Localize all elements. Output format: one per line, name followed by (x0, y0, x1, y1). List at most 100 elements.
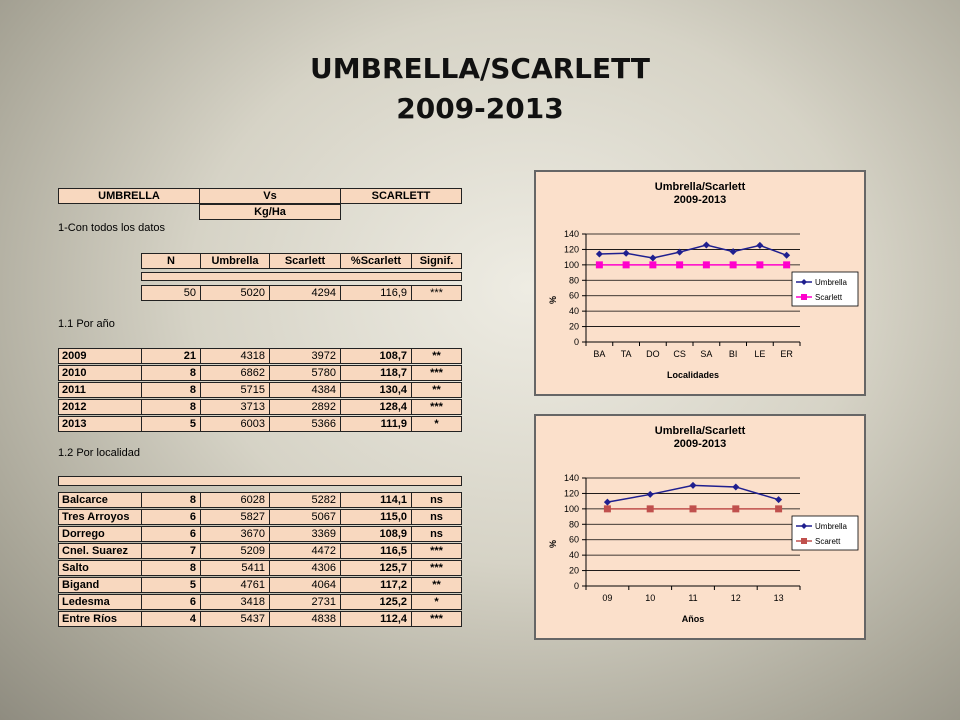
chart-title: Umbrella/Scarlett (655, 425, 746, 437)
location-row-cell: 3418 (200, 594, 270, 610)
year-row-cell: 5366 (269, 416, 341, 432)
x-tick-label: 09 (602, 593, 612, 603)
chart-subtitle: 2009-2013 (674, 194, 727, 206)
location-row-cell: 4472 (269, 543, 341, 559)
x-axis-label: Años (682, 614, 705, 624)
data-point (676, 248, 684, 256)
chart-by-year: Umbrella/Scarlett 2009-2013 0 20 40 60 80 100 12… (534, 414, 866, 640)
location-row-cell: 5437 (200, 611, 270, 627)
data-point (775, 496, 783, 504)
x-tick-label: DO (646, 349, 660, 359)
year-row-cell: 5780 (269, 365, 341, 381)
legend-marker (801, 294, 807, 300)
legend-label: Scarett (815, 537, 841, 546)
location-row-cell: 6 (141, 594, 201, 610)
location-row-cell: 4838 (269, 611, 341, 627)
data-point (756, 241, 764, 249)
data-point (729, 261, 737, 269)
location-row-cell: 7 (141, 543, 201, 559)
year-row-cell: *** (411, 399, 462, 415)
year-row-cell: 128,4 (340, 399, 412, 415)
location-row-cell: Balcarce (58, 492, 142, 508)
data-point (646, 490, 654, 498)
year-row-cell: 108,7 (340, 348, 412, 364)
location-row-cell: *** (411, 543, 462, 559)
location-row-cell: 4 (141, 611, 201, 627)
location-row-cell: 8 (141, 492, 201, 508)
data-point (595, 250, 603, 258)
y-tick-label: 140 (564, 229, 579, 239)
data-point (756, 261, 764, 269)
y-tick-label: 20 (569, 322, 579, 332)
data-point (689, 505, 697, 513)
location-row-cell: ns (411, 526, 462, 542)
data-point (595, 261, 603, 269)
spacer-row (141, 272, 462, 281)
y-tick-label: 100 (564, 504, 579, 514)
year-row-cell: * (411, 416, 462, 432)
y-tick-label: 20 (569, 566, 579, 576)
data-point (702, 241, 710, 249)
series-line-0 (599, 244, 787, 259)
legend-box (791, 271, 859, 307)
section-all-data: 1-Con todos los datos (58, 222, 166, 234)
y-tick-label: 80 (569, 519, 579, 529)
chart-by-location: Umbrella/Scarlett 2009-2013 0 20 40 60 80 100 12… (534, 170, 866, 396)
x-tick-label: 10 (645, 593, 655, 603)
x-axis-label: Localidades (667, 370, 719, 380)
all-signif: *** (411, 285, 462, 301)
location-row-cell: *** (411, 611, 462, 627)
location-row-cell: *** (411, 560, 462, 576)
data-point (783, 261, 791, 269)
legend-marker (801, 523, 807, 529)
year-row-cell: 118,7 (340, 365, 412, 381)
year-row-cell: 6003 (200, 416, 270, 432)
year-row-cell: 8 (141, 365, 201, 381)
x-tick-label: ER (780, 349, 793, 359)
all-n: 50 (141, 285, 201, 301)
location-row-cell: 5209 (200, 543, 270, 559)
year-row-cell: 2013 (58, 416, 142, 432)
section-by-location: 1.2 Por localidad (58, 447, 140, 459)
col-pct-scarlett: %Scarlett (340, 253, 412, 269)
data-point (732, 505, 740, 513)
year-row-cell: 2892 (269, 399, 341, 415)
location-row-cell: 115,0 (340, 509, 412, 525)
year-row-cell: 111,9 (340, 416, 412, 432)
location-row-cell: Dorrego (58, 526, 142, 542)
legend-box (791, 515, 859, 551)
x-tick-label: LE (754, 349, 765, 359)
location-row-cell: 5067 (269, 509, 341, 525)
header-vs: Vs (199, 188, 341, 204)
unit-label: Kg/Ha (199, 204, 341, 220)
location-row-cell: 6 (141, 509, 201, 525)
col-n: N (141, 253, 201, 269)
location-row-cell: 117,2 (340, 577, 412, 593)
y-tick-label: 120 (564, 488, 579, 498)
x-tick-label: 12 (731, 593, 741, 603)
location-row-cell: * (411, 594, 462, 610)
legend-label: Umbrella (815, 522, 848, 531)
data-point (689, 481, 697, 489)
location-row-cell: 108,9 (340, 526, 412, 542)
location-row-cell: 3369 (269, 526, 341, 542)
location-row-cell: ns (411, 509, 462, 525)
all-scarlett: 4294 (269, 285, 341, 301)
year-row-cell: 2009 (58, 348, 142, 364)
data-point (732, 483, 740, 491)
header-scarlett: SCARLETT (340, 188, 462, 204)
col-scarlett: Scarlett (269, 253, 341, 269)
x-tick-label: BI (729, 349, 738, 359)
chart-title: Umbrella/Scarlett (655, 181, 746, 193)
legend-label: Scarlett (815, 293, 843, 302)
location-row-cell: 2731 (269, 594, 341, 610)
location-row-cell: ns (411, 492, 462, 508)
y-tick-label: 60 (569, 535, 579, 545)
location-row-cell: Bigand (58, 577, 142, 593)
x-tick-label: BA (593, 349, 605, 359)
page-subtitle: 2009-2013 (396, 92, 564, 125)
data-point (622, 261, 630, 269)
x-tick-label: TA (621, 349, 632, 359)
col-signif: Signif. (411, 253, 462, 269)
y-tick-label: 60 (569, 291, 579, 301)
